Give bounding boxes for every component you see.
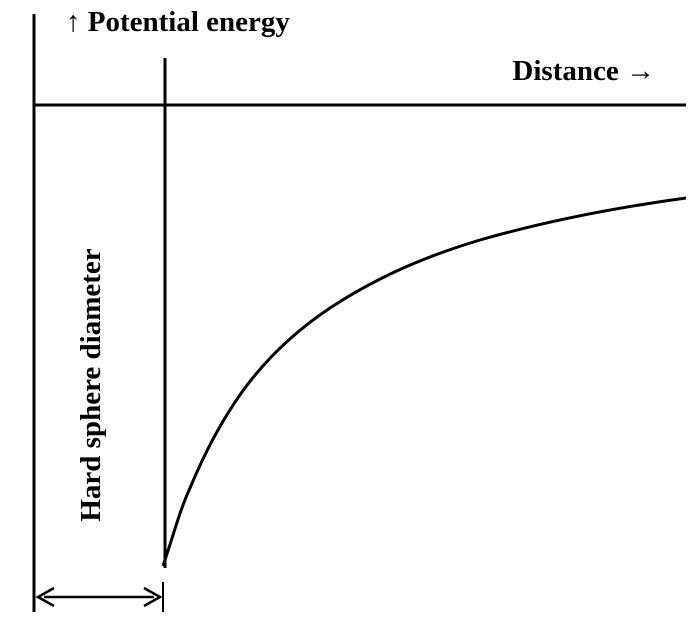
diameter-arrow: [35, 586, 163, 608]
hard-sphere-diameter-label: Hard sphere diameter: [75, 248, 107, 521]
x-axis-label: Distance →: [512, 55, 655, 87]
potential-curve: [161, 196, 687, 567]
y-axis-label: ↑ Potential energy: [66, 6, 290, 38]
